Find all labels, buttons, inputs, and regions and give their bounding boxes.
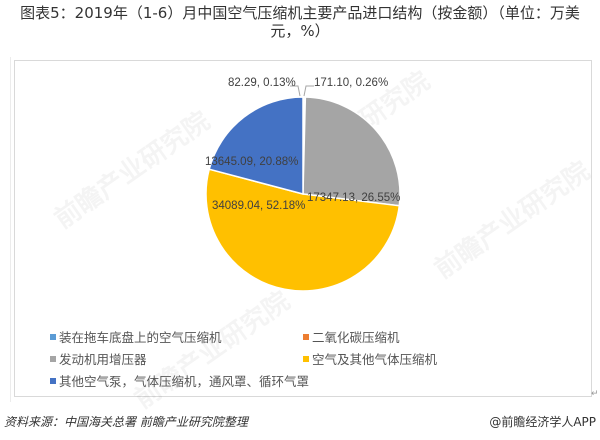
legend-item: 发动机用增压器 (50, 349, 147, 368)
legend-label: 发动机用增压器 (59, 352, 147, 367)
legend-label: 空气及其他气体压缩机 (312, 352, 438, 367)
legend-item: 装在拖车底盘上的空气压缩机 (50, 327, 222, 346)
legend-swatch-icon (303, 355, 309, 362)
data-label-4: 13645.09, 20.88% (205, 156, 299, 168)
pie-slice-3 (205, 168, 401, 292)
legend-item: 空气及其他气体压缩机 (303, 349, 437, 368)
pie-slices (205, 96, 401, 292)
legend-swatch-icon (303, 333, 309, 340)
legend-swatch-icon (50, 333, 56, 340)
legend-label: 装在拖车底盘上的空气压缩机 (59, 330, 222, 345)
data-label-1: 171.10, 0.26% (314, 77, 389, 89)
frame-shadow (10, 57, 15, 402)
return-mark-icon: ↵ (591, 389, 599, 399)
data-label-2: 17347.13, 26.55% (307, 192, 401, 204)
legend-label: 二氧化碳压缩机 (312, 330, 400, 345)
source-note: 资料来源：中国海关总署 前瞻产业研究院整理 (4, 415, 248, 429)
leader-line-1 (303, 85, 314, 97)
leader-lines (290, 85, 314, 97)
data-label-0: 82.29, 0.13% (228, 77, 296, 89)
pie-slice-4 (208, 96, 304, 195)
legend-item: 二氧化碳压缩机 (303, 327, 400, 346)
chart-title: 图表5：2019年（1-6）月中国空气压缩机主要产品进口结构（按金额）（单位：万… (20, 4, 580, 40)
pie-slice-2 (302, 96, 401, 207)
legend-swatch-icon (50, 355, 56, 362)
data-label-3: 34089.04, 52.18% (212, 200, 306, 212)
legend-item: 其他空气泵，气体压缩机，通风罩、循环气罩 (50, 371, 309, 390)
legend-label: 其他空气泵，气体压缩机，通风罩、循环气罩 (59, 374, 310, 389)
legend-swatch-icon (50, 377, 56, 384)
credit-note: @前瞻经济学人APP (489, 415, 596, 429)
leader-line-0 (290, 85, 301, 97)
